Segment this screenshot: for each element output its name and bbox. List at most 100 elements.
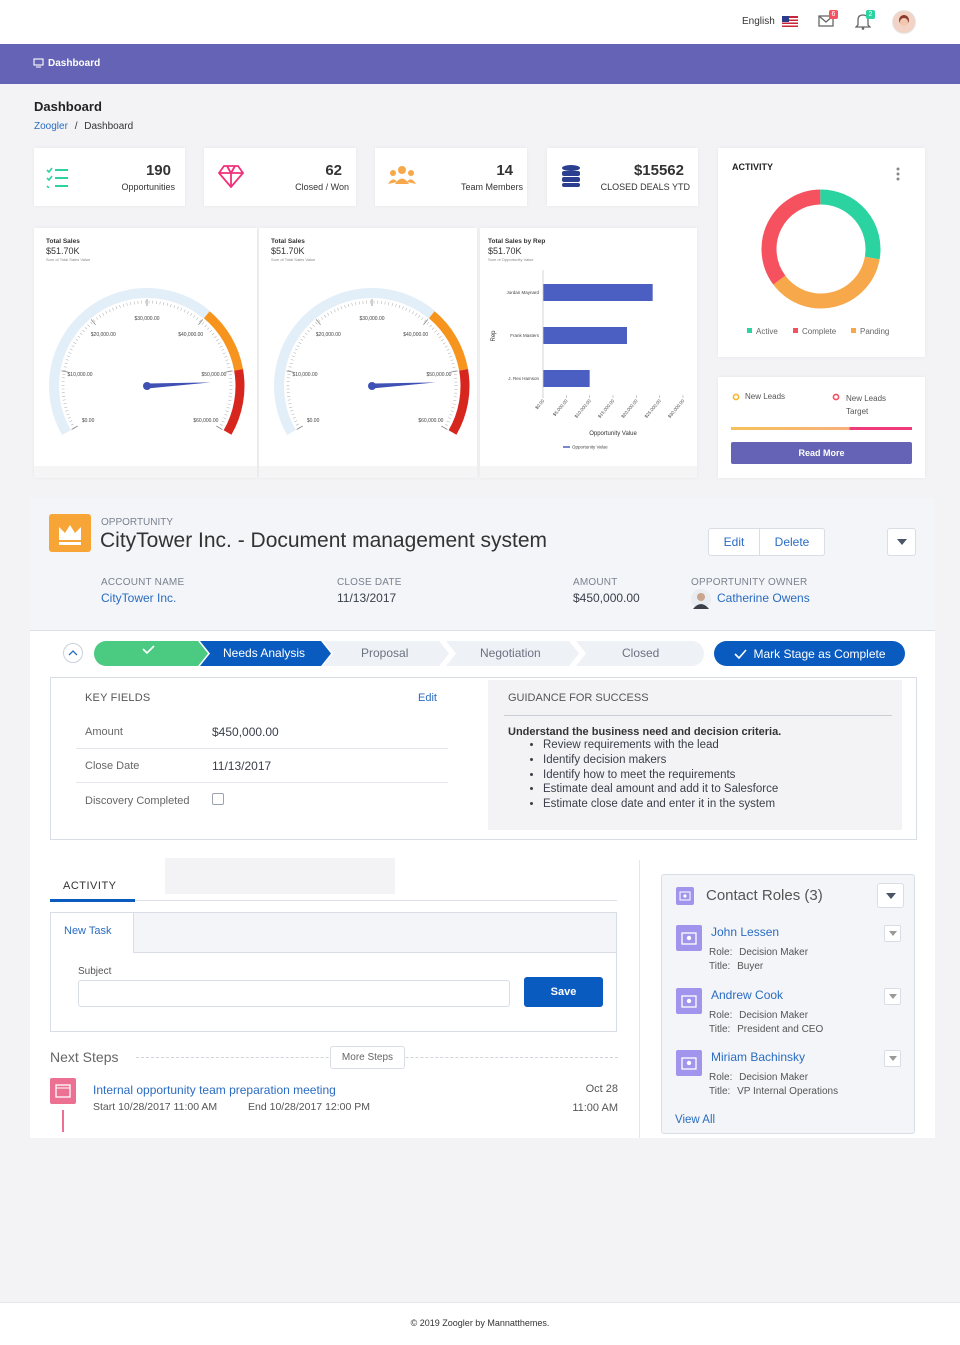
x-tick-label: $15,000.00 [597, 398, 616, 419]
y-tick-label: Jordan Maynard [506, 290, 539, 295]
edit-button[interactable]: Edit [708, 528, 760, 556]
gauge-tick-label: $50,000.00 [201, 372, 226, 378]
gauge-tick-label: $30,000.00 [359, 316, 384, 322]
caret-icon [888, 994, 897, 999]
stage[interactable] [323, 641, 449, 666]
bell-icon[interactable] [855, 13, 871, 30]
event-icon [50, 1078, 76, 1132]
gauge-tick-label: $20,000.00 [91, 332, 116, 338]
next-steps-title: Next Steps [50, 1049, 119, 1065]
collapse-button[interactable] [63, 643, 83, 663]
gauge-tick-label: $0.00 [82, 418, 95, 424]
row-dropdown[interactable] [884, 925, 901, 942]
contact-name[interactable]: John Lessen [711, 925, 780, 939]
stage-label: Closed [622, 646, 660, 660]
subject-input[interactable] [78, 980, 510, 1007]
edit-link[interactable]: Edit [418, 692, 437, 704]
gauge-tick-label: $10,000.00 [293, 372, 318, 378]
read-more-button[interactable]: Read More [731, 442, 912, 464]
stat-value: 190 [145, 162, 171, 179]
title-label: Title: [709, 1086, 731, 1097]
gauge-band [203, 311, 244, 371]
stage[interactable] [576, 641, 704, 666]
row-dropdown[interactable] [884, 988, 901, 1005]
delete-button[interactable]: Delete [759, 528, 825, 556]
actions-dropdown[interactable] [887, 528, 916, 556]
list-icon [46, 167, 68, 188]
role-value: Decision Maker [739, 1072, 809, 1083]
nav-item[interactable]: Dashboard [48, 58, 101, 69]
contact-title: Title: President and CEO [709, 1024, 823, 1035]
chart-title: Total Sales [271, 238, 305, 245]
language[interactable]: English [742, 16, 775, 27]
input-label: Subject [78, 966, 112, 977]
row-dropdown[interactable] [884, 1050, 901, 1067]
notification-badge: 2 [866, 10, 875, 19]
guidance-item: Review requirements with the lead [543, 738, 778, 753]
stage-complete[interactable] [94, 641, 208, 666]
field-label: AMOUNT [573, 577, 618, 588]
field-value[interactable]: CityTower Inc. [101, 591, 177, 605]
stage[interactable] [446, 641, 579, 666]
stat-card: 62 Closed / Won [204, 148, 356, 206]
legend-label: Complete [802, 327, 837, 336]
contact-role: Role: Decision Maker [709, 1072, 808, 1083]
mark-complete-button[interactable]: Mark Stage as Complete [714, 641, 905, 666]
gauge-tick-label: $30,000.00 [134, 316, 159, 322]
button-label: Mark Stage as Complete [753, 646, 886, 661]
database-icon [562, 165, 580, 187]
key-field-value: $450,000.00 [212, 725, 279, 739]
more-steps-button[interactable]: More Steps [330, 1046, 405, 1069]
user-avatar[interactable] [892, 10, 916, 34]
gauge-tick-label: $0.00 [307, 418, 320, 424]
role-label: Role: [709, 947, 733, 958]
field-value[interactable]: Catherine Owens [717, 591, 810, 605]
contact-name[interactable]: Andrew Cook [711, 988, 784, 1002]
breadcrumb-link[interactable]: Zoogler [34, 121, 68, 132]
gauge-tick-label: $60,000.00 [193, 418, 218, 424]
caret-icon [888, 1056, 897, 1061]
breadcrumb-separator: / [74, 121, 78, 132]
save-button[interactable]: Save [524, 977, 603, 1007]
gauge-tick-label: $40,000.00 [178, 332, 203, 338]
stage-current[interactable] [200, 641, 331, 666]
stat-label: Team Members [460, 182, 523, 192]
event-title[interactable]: Internal opportunity team preparation me… [93, 1083, 336, 1097]
guidance-heading: Understand the business need and decisio… [508, 726, 782, 738]
gauge-tick-label: $20,000.00 [316, 332, 341, 338]
x-axis-label: Opportunity Value [589, 431, 637, 437]
caret-icon [885, 892, 896, 899]
stage-label: Proposal [361, 646, 409, 660]
gauge-tick-label: $60,000.00 [418, 418, 443, 424]
chart-subtitle: Sum of Opportunity Value [488, 257, 534, 262]
gauge-tick [198, 319, 204, 325]
contact-icon [676, 925, 702, 951]
team-icon [388, 166, 416, 184]
legend-marker [832, 393, 840, 401]
contact-name[interactable]: Miriam Bachinsky [711, 1050, 806, 1064]
view-all-link[interactable]: View All [675, 1114, 716, 1126]
event-time: 11:00 AM [572, 1102, 618, 1114]
field-value: 11/13/2017 [337, 591, 397, 605]
breadcrumb: Zoogler / Dashboard [34, 121, 133, 132]
section-title: KEY FIELDS [85, 692, 151, 704]
checkbox[interactable] [212, 793, 224, 805]
footer [0, 1302, 960, 1345]
key-field-label: Amount [85, 726, 123, 738]
check-icon [142, 645, 155, 655]
divider [50, 900, 617, 901]
event-date: Oct 28 [585, 1083, 618, 1095]
gauge-needle [372, 382, 436, 389]
activity-tab[interactable]: ACTIVITY [63, 880, 117, 892]
menu-icon[interactable] [896, 167, 900, 181]
section-title: GUIDANCE FOR SUCCESS [508, 692, 649, 704]
event-start: Start 10/28/2017 11:00 AM [93, 1101, 218, 1113]
role-value: Decision Maker [739, 947, 809, 958]
key-field-label: Close Date [85, 760, 140, 772]
dropdown-button[interactable] [877, 883, 904, 908]
top-header [0, 0, 960, 44]
task-tab-active[interactable] [51, 913, 134, 953]
